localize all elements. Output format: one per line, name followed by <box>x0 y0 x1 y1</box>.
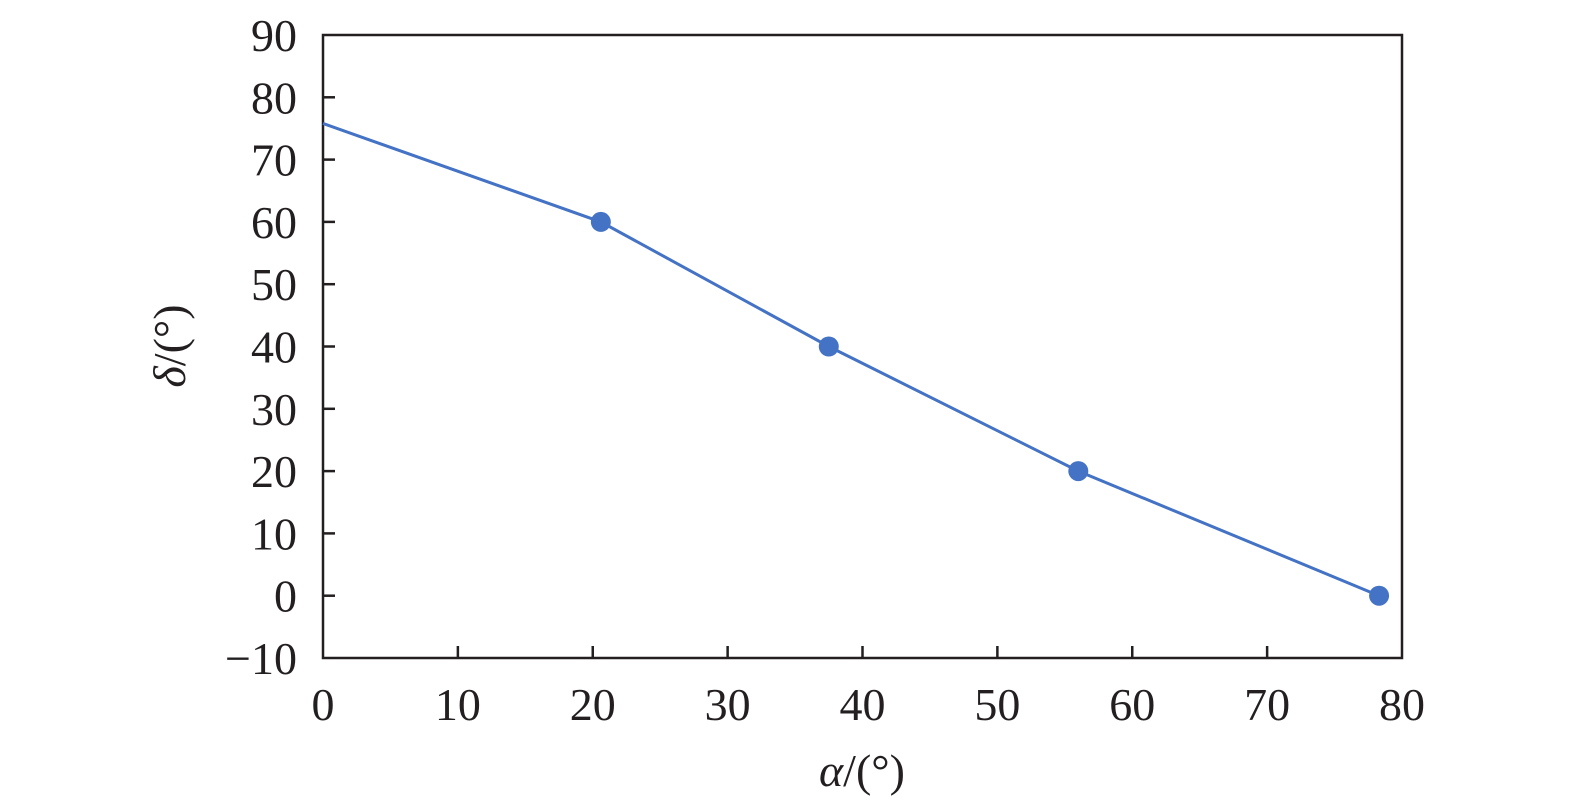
data-point-marker <box>818 336 839 357</box>
y-tick-label: −10 <box>225 633 297 684</box>
y-tick-label: 0 <box>274 571 297 622</box>
x-tick-label: 0 <box>312 679 335 730</box>
data-point-marker <box>1068 461 1089 482</box>
y-axis-ticks: −10 0 10 20 30 40 50 60 70 80 90 <box>225 10 335 684</box>
y-axis-title: δ/(°) <box>144 304 195 387</box>
x-tick-label: 50 <box>974 679 1020 730</box>
series-layer <box>322 122 1390 606</box>
y-tick-label: 60 <box>251 197 297 248</box>
x-tick-label: 40 <box>840 679 886 730</box>
y-tick-label: 20 <box>251 446 297 497</box>
plot-frame <box>321 33 1404 660</box>
x-tick-label: 30 <box>705 679 751 730</box>
x-tick-label: 60 <box>1109 679 1155 730</box>
y-tick-label: 90 <box>251 10 297 61</box>
x-tick-label: 20 <box>570 679 616 730</box>
y-tick-label: 40 <box>251 322 297 373</box>
x-axis-title: α/(°) <box>819 745 905 796</box>
y-tick-label: 30 <box>251 384 297 435</box>
x-tick-label: 80 <box>1379 679 1425 730</box>
data-point-marker <box>590 211 611 232</box>
y-tick-label: 70 <box>251 135 297 186</box>
x-axis-ticks: 0 10 20 30 40 50 60 70 80 <box>312 646 1425 730</box>
series-line <box>322 122 1380 598</box>
x-tick-label: 10 <box>435 679 481 730</box>
y-tick-label: 80 <box>251 72 297 123</box>
x-tick-label: 70 <box>1244 679 1290 730</box>
y-tick-label: 10 <box>251 508 297 559</box>
data-point-marker <box>1369 585 1390 606</box>
y-tick-label: 50 <box>251 259 297 310</box>
